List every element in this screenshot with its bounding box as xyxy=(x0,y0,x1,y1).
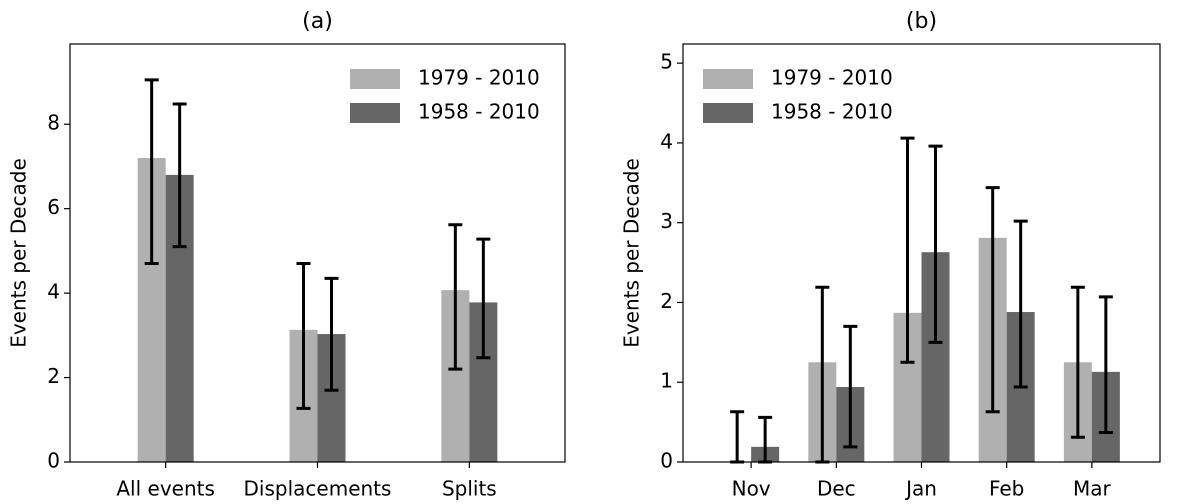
legend-label: 1958 - 2010 xyxy=(418,100,540,124)
y-tick-label: 0 xyxy=(47,449,60,473)
error-bar xyxy=(172,102,187,249)
axes-frame xyxy=(69,43,566,463)
error-bar xyxy=(296,262,311,410)
error-bar xyxy=(928,144,943,344)
y-axis-label: Events per Decade xyxy=(620,158,644,348)
error-bar xyxy=(843,324,858,449)
legend-label: 1979 - 2010 xyxy=(771,66,893,90)
y-tick-label: 5 xyxy=(660,50,673,74)
x-tick-label: Jan xyxy=(904,477,937,501)
legend-label: 1958 - 2010 xyxy=(771,100,893,124)
x-tick-label: Splits xyxy=(442,477,497,501)
legend-swatch xyxy=(703,69,753,89)
legend-swatch xyxy=(350,103,400,123)
chart-title: (a) xyxy=(302,9,333,34)
y-axis-label: Events per Decade xyxy=(7,158,31,348)
x-tick-label: Mar xyxy=(1073,477,1112,501)
x-tick-label: Displacements xyxy=(244,477,392,501)
error-bar xyxy=(900,136,915,364)
y-tick-label: 1 xyxy=(660,369,673,393)
y-tick-label: 2 xyxy=(47,364,60,388)
error-bar xyxy=(324,276,339,392)
chart-title: (b) xyxy=(906,9,937,34)
x-tick-label: All events xyxy=(116,477,215,501)
y-tick-label: 6 xyxy=(47,195,60,219)
y-tick-label: 8 xyxy=(47,111,60,135)
legend-label: 1979 - 2010 xyxy=(418,66,540,90)
y-tick-label: 3 xyxy=(660,209,673,233)
error-bar xyxy=(144,78,159,266)
y-tick-label: 2 xyxy=(660,289,673,313)
error-bar xyxy=(1070,285,1085,439)
error-bar xyxy=(1013,219,1028,389)
y-tick-label: 4 xyxy=(47,280,60,304)
axes-frame xyxy=(682,43,1161,463)
error-bar xyxy=(476,237,491,360)
legend-swatch xyxy=(350,69,400,89)
error-bar xyxy=(730,410,745,464)
y-tick-label: 0 xyxy=(660,449,673,473)
x-tick-label: Feb xyxy=(989,477,1024,501)
error-bar xyxy=(1098,295,1113,434)
error-bar xyxy=(448,223,463,371)
y-tick-label: 4 xyxy=(660,129,673,153)
error-bar xyxy=(985,186,1000,414)
x-tick-label: Dec xyxy=(817,477,856,501)
legend-swatch xyxy=(703,103,753,123)
x-tick-label: Nov xyxy=(732,477,771,501)
